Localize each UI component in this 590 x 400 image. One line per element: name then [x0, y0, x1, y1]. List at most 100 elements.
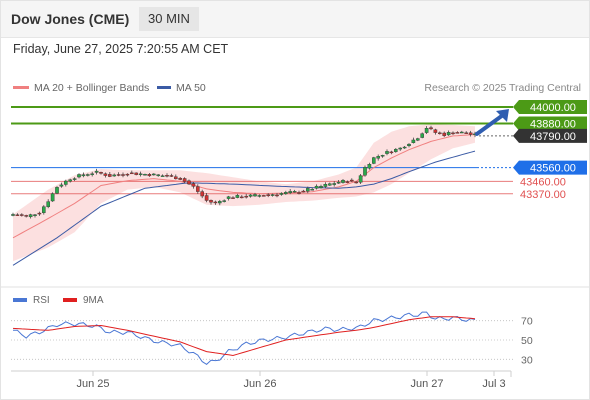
current-label-text: 43790.00	[530, 131, 576, 143]
candle-body	[33, 214, 37, 216]
pivot-label-text: 43560.00	[530, 163, 576, 175]
candle-body	[37, 212, 42, 215]
chart-datetime: Friday, June 27, 2025 7:20:55 AM CET	[13, 42, 229, 56]
candle	[235, 193, 240, 199]
candle	[389, 150, 394, 155]
resistance-label-text: 44000.00	[530, 102, 576, 114]
candle	[248, 194, 253, 198]
candle	[380, 154, 385, 158]
candle	[407, 143, 411, 148]
candle	[99, 171, 103, 175]
candle-body	[213, 201, 218, 204]
candle	[107, 171, 112, 178]
candle	[319, 184, 323, 189]
candle-body	[367, 164, 372, 169]
candle-body	[385, 151, 389, 154]
candle	[90, 171, 94, 177]
candle-body	[191, 183, 196, 187]
candle	[358, 174, 363, 184]
x-tick-label: Jun 27	[410, 378, 443, 390]
candle	[442, 131, 447, 138]
candle-body	[275, 194, 279, 197]
candle	[112, 173, 116, 177]
candle	[55, 186, 59, 195]
candle	[231, 196, 235, 200]
candle	[292, 189, 297, 193]
candle-body	[46, 201, 50, 207]
candle-body	[420, 133, 425, 138]
support-label: 43460.00	[520, 176, 566, 188]
timeframe-button[interactable]: 30 MIN	[139, 7, 199, 31]
moving-averages	[12, 134, 476, 266]
ma50-legend-label: MA 50	[176, 82, 206, 94]
ma50-legend-swatch	[157, 86, 171, 89]
forecast-arrow-head	[496, 109, 509, 123]
candles	[11, 125, 477, 219]
x-tick-label: Jun 26	[243, 378, 276, 390]
forecast-arrow-shaft	[475, 113, 505, 136]
candle-body	[28, 214, 33, 218]
candle	[297, 190, 301, 195]
candle	[173, 174, 178, 180]
candle	[314, 184, 319, 190]
candle-body	[279, 193, 284, 195]
candle	[59, 182, 64, 188]
candle-body	[314, 185, 319, 189]
candle	[270, 193, 275, 197]
candle-body	[328, 183, 332, 186]
candle-body	[182, 178, 187, 182]
candle	[367, 162, 372, 170]
candle-body	[350, 179, 354, 182]
candle-body	[345, 181, 350, 183]
candle	[116, 172, 121, 177]
candle	[213, 200, 218, 205]
candle-body	[244, 195, 249, 198]
candle-body	[90, 173, 94, 175]
candle-body	[173, 176, 178, 180]
candle	[416, 137, 420, 142]
rsi-tick-label: 30	[521, 354, 533, 366]
rsi-legend-swatch	[13, 298, 27, 302]
candle	[94, 168, 99, 175]
candle-body	[99, 172, 103, 174]
candle-body	[156, 174, 161, 176]
candle-body	[217, 201, 222, 204]
candle	[147, 172, 152, 177]
candle-body	[77, 174, 81, 178]
candle-body	[451, 132, 455, 135]
candle	[266, 193, 271, 198]
forecast-arrow-icon	[475, 109, 509, 136]
candle-body	[468, 132, 473, 135]
candle-body	[389, 151, 394, 154]
candle	[169, 173, 174, 177]
candle	[151, 173, 156, 176]
candle	[284, 190, 288, 195]
candle	[328, 182, 332, 186]
candle-body	[59, 184, 64, 187]
pivot-label-tag	[513, 160, 587, 175]
candle	[376, 154, 381, 161]
candle-body	[68, 179, 72, 182]
candle-body	[460, 131, 464, 134]
candle-body	[42, 206, 46, 213]
candle-body	[292, 191, 297, 193]
candle	[402, 146, 407, 149]
resistance-label-tag	[513, 100, 587, 115]
candle	[42, 205, 46, 215]
candle-body	[50, 193, 55, 202]
candle-body	[165, 175, 169, 177]
candle	[332, 181, 337, 187]
x-tick-label: Jun 25	[76, 378, 109, 390]
candle-body	[129, 172, 134, 175]
legend: MA 20 + Bollinger Bands MA 50 Research ©…	[13, 82, 581, 94]
chart-header: Dow Jones (CME) 30 MIN	[1, 1, 589, 38]
candle-body	[402, 146, 407, 149]
resistance-label: 43880.00	[513, 116, 587, 131]
candle-body	[306, 188, 310, 192]
candle	[257, 194, 262, 198]
candle-body	[416, 138, 420, 141]
candle	[64, 179, 68, 187]
instrument-title: Dow Jones (CME)	[11, 11, 130, 27]
